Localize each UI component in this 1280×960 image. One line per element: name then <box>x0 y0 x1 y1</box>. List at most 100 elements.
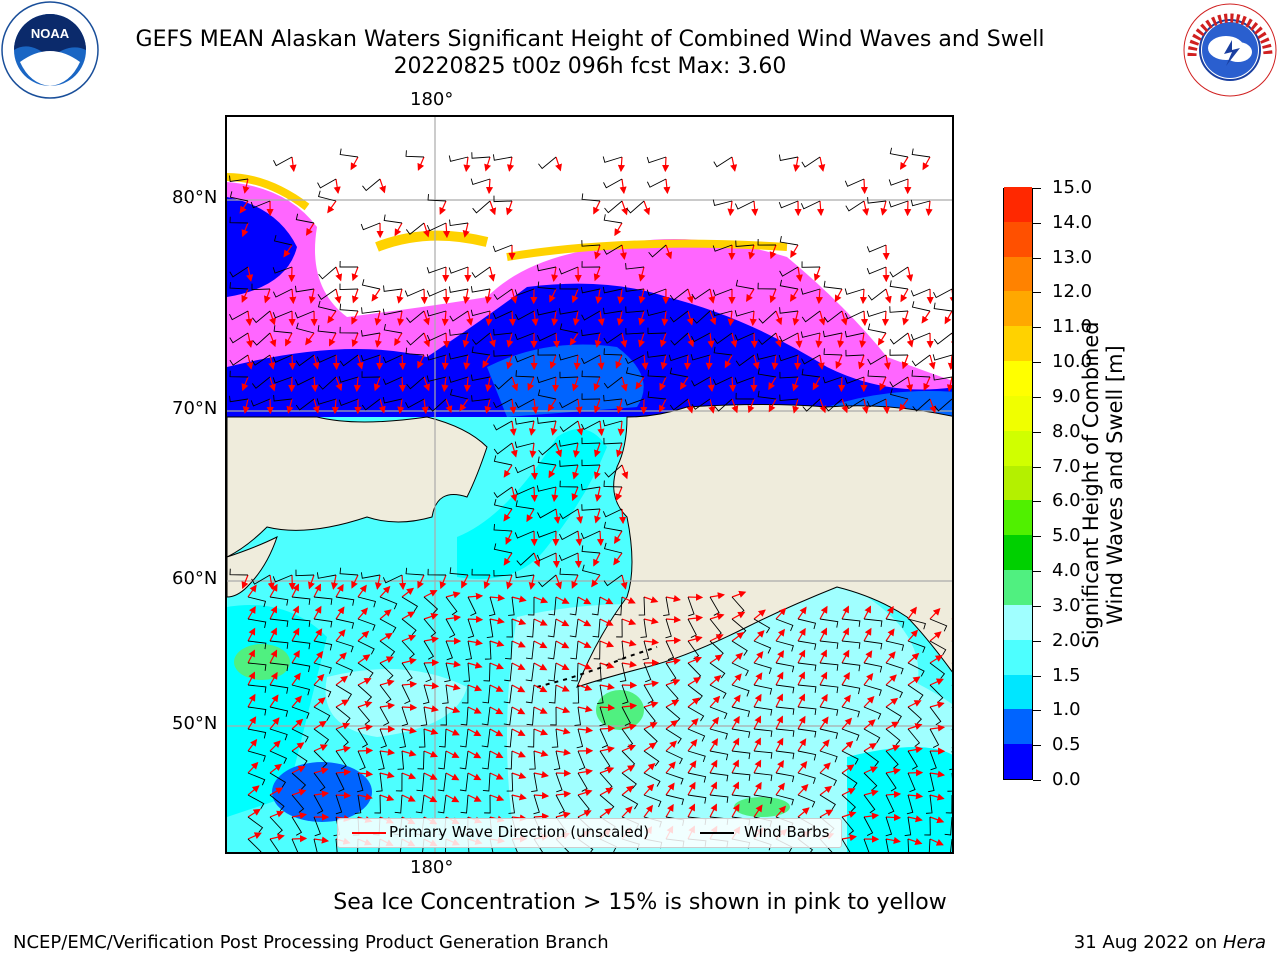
wind-barb <box>488 596 496 617</box>
map-panel[interactable] <box>225 115 954 854</box>
wave-direction-arrow <box>724 354 733 369</box>
wind-barb <box>889 147 909 158</box>
wave-direction-arrow <box>423 728 439 735</box>
wave-direction-arrow <box>879 376 887 391</box>
wind-barb <box>625 285 645 292</box>
wave-direction-arrow <box>834 288 843 303</box>
wind-barb <box>536 308 557 316</box>
wave-direction-arrow <box>533 728 549 736</box>
wind-barb <box>819 684 839 694</box>
wind-barb <box>471 152 491 159</box>
wave-direction-arrow <box>423 682 440 690</box>
wind-barb <box>559 323 579 334</box>
wind-barb <box>647 327 667 335</box>
wave-direction-arrow <box>467 772 482 781</box>
wind-barb <box>841 838 851 852</box>
wave-direction-arrow <box>246 266 254 282</box>
wind-barb <box>779 394 799 402</box>
lat-label-80: 80°N <box>172 187 218 208</box>
wind-barb <box>581 354 601 365</box>
wave-direction-arrow <box>379 609 392 620</box>
wind-barb <box>841 618 861 627</box>
wave-direction-arrow <box>291 605 299 620</box>
wave-direction-arrow <box>599 596 614 605</box>
wave-direction-arrow <box>819 649 827 664</box>
wave-direction-arrow <box>660 354 668 370</box>
wind-barb <box>504 662 513 682</box>
wind-barb <box>885 640 905 651</box>
wind-barb <box>841 750 859 765</box>
wave-direction-arrow <box>441 376 449 393</box>
wind-barb <box>625 354 645 365</box>
wave-direction-arrow <box>907 676 921 686</box>
wave-direction-arrow <box>555 811 571 819</box>
wave-direction-arrow <box>665 636 682 645</box>
wind-barb <box>885 838 889 852</box>
wind-barb <box>643 794 662 808</box>
wave-direction-arrow <box>797 807 810 818</box>
wave-direction-arrow <box>268 376 276 392</box>
wave-direction-arrow <box>885 721 900 730</box>
wave-direction-arrow <box>503 552 513 566</box>
wind-barb <box>339 303 359 312</box>
wave-direction-arrow <box>817 354 825 371</box>
wind-barb <box>753 684 773 695</box>
wave-direction-arrow <box>753 737 761 752</box>
wind-barb <box>580 286 601 294</box>
wind-barb <box>526 618 535 638</box>
wave-direction-arrow <box>547 398 557 412</box>
wind-barb <box>841 662 861 672</box>
wind-barb <box>442 684 449 704</box>
wave-direction-arrow <box>489 750 504 759</box>
wave-direction-arrow <box>401 749 417 757</box>
wave-direction-arrow <box>511 772 527 780</box>
wind-barb <box>273 394 293 402</box>
wave-direction-arrow <box>687 332 695 348</box>
wave-direction-arrow <box>488 266 496 282</box>
wind-barb <box>361 307 381 314</box>
wave-direction-arrow <box>947 354 952 371</box>
wave-height-map[interactable] <box>227 117 954 854</box>
wave-direction-arrow <box>750 332 758 349</box>
wind-barb <box>911 148 931 158</box>
wind-barb <box>844 310 865 320</box>
wave-direction-arrow <box>705 354 713 371</box>
wind-barb <box>757 368 777 378</box>
wave-direction-arrow <box>619 178 627 195</box>
wind-barb <box>538 442 557 456</box>
wind-barb <box>313 618 333 628</box>
wave-direction-arrow <box>929 701 945 709</box>
wind-barb <box>445 618 456 638</box>
wave-direction-arrow <box>485 376 493 392</box>
wave-direction-arrow <box>862 200 870 216</box>
wave-direction-arrow <box>423 613 439 620</box>
wind-barb <box>295 398 315 411</box>
wave-direction-arrow <box>549 288 557 303</box>
wave-direction-arrow <box>753 804 763 818</box>
wind-barb <box>690 354 711 361</box>
wave-direction-arrow <box>357 607 368 620</box>
wave-direction-arrow <box>619 244 627 260</box>
wave-direction-arrow <box>399 574 407 591</box>
wind-barb <box>357 728 369 748</box>
wave-direction-arrow <box>731 398 739 414</box>
wave-direction-arrow <box>489 200 497 216</box>
wave-direction-arrow <box>489 684 504 692</box>
wind-barb <box>379 596 398 610</box>
wave-direction-arrow <box>528 420 536 436</box>
wave-direction-arrow <box>837 332 845 349</box>
wave-direction-arrow <box>709 674 722 686</box>
wind-barb <box>247 640 267 650</box>
wave-direction-arrow <box>797 649 806 664</box>
wind-barb <box>448 376 469 383</box>
wind-barb <box>426 266 447 274</box>
wave-direction-arrow <box>818 310 826 326</box>
wave-direction-arrow <box>753 672 763 686</box>
wave-direction-arrow <box>569 332 579 346</box>
wind-barb <box>885 728 901 746</box>
wave-direction-arrow <box>422 222 430 238</box>
wave-direction-arrow <box>397 398 405 415</box>
wind-barb <box>797 618 817 630</box>
wave-direction-arrow <box>907 629 919 642</box>
wind-barb <box>548 596 557 616</box>
